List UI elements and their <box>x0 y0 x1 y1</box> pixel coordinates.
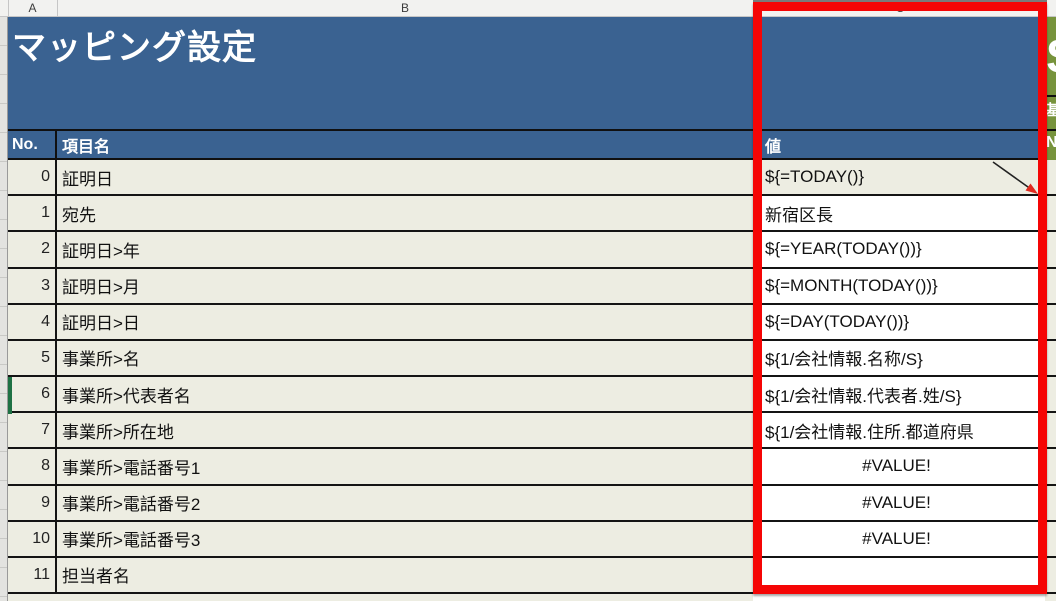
adjacent-cell[interactable] <box>1045 377 1056 414</box>
table-row: 9 事業所>電話番号2 #VALUE! <box>8 485 1040 522</box>
adjacent-table-rows <box>1045 160 1056 595</box>
partial-row <box>1045 594 1056 601</box>
adjacent-cell[interactable] <box>1045 232 1056 269</box>
cell-no[interactable]: 9 <box>8 485 57 520</box>
table-body: 0 証明日 ${=TODAY()} 1 宛先 新宿区長 2 証明日>年 ${=Y… <box>8 160 1040 595</box>
adjacent-cell[interactable] <box>1045 268 1056 305</box>
adjacent-cell[interactable] <box>1045 449 1056 486</box>
column-header-a[interactable]: A <box>28 1 37 15</box>
title-cell[interactable] <box>8 17 1040 131</box>
cell-no[interactable]: 11 <box>8 557 57 593</box>
divider <box>1045 95 1056 97</box>
cell-value-error[interactable]: #VALUE! <box>753 449 1040 484</box>
column-divider <box>57 0 58 17</box>
cell-item[interactable]: 証明日>日 <box>57 304 753 339</box>
header-cell-value[interactable]: 値 <box>765 138 782 156</box>
column-header-b[interactable]: B <box>400 1 409 15</box>
table-row: 4 証明日>日 ${=DAY(TODAY())} <box>8 304 1040 341</box>
page-title: マッピング設定 <box>12 29 257 67</box>
cell-item[interactable]: 証明日 <box>57 160 753 195</box>
cell-value-error[interactable]: #VALUE! <box>753 485 1040 520</box>
adjacent-cell[interactable] <box>1045 196 1056 233</box>
table-row: 10 事業所>電話番号3 #VALUE! <box>8 521 1040 558</box>
cell-no[interactable]: 3 <box>8 268 57 303</box>
header-cell-no[interactable]: No. <box>8 131 57 158</box>
adjacent-cell[interactable] <box>1045 557 1056 595</box>
diagonal-arrow-icon <box>992 161 1038 194</box>
cell-value[interactable]: ${1/会社情報.住所.都道府県 <box>753 413 1040 448</box>
table-row: 0 証明日 ${=TODAY()} <box>8 160 1040 197</box>
cell-value[interactable]: ${=MONTH(TODAY())} <box>753 268 1040 303</box>
row-header-gutter <box>0 17 8 601</box>
cell-value[interactable]: ${1/会社情報.名称/S} <box>753 340 1040 376</box>
adjacent-cell[interactable] <box>1045 485 1056 522</box>
cell-item[interactable]: 担当者名 <box>57 557 753 593</box>
selected-cell-indicator <box>8 377 12 414</box>
cell-item[interactable]: 宛先 <box>57 196 753 231</box>
table-row: 1 宛先 新宿区長 <box>8 196 1040 233</box>
column-header-strip: A B C <box>0 0 1056 17</box>
cell-no[interactable]: 10 <box>8 521 57 556</box>
adjacent-table-subheader-letter: 基 <box>1046 102 1056 119</box>
cell-item[interactable]: 事業所>名 <box>57 340 753 376</box>
cell-value[interactable]: ${=TODAY()} <box>753 160 1040 195</box>
cell-value[interactable]: ${=YEAR(TODAY())} <box>753 232 1040 267</box>
cell-no[interactable]: 6 <box>8 377 57 412</box>
cell-value-error[interactable]: #VALUE! <box>753 521 1040 556</box>
cell-value[interactable]: ${=DAY(TODAY())} <box>753 304 1040 339</box>
partial-row <box>753 594 1047 601</box>
cell-value[interactable] <box>753 557 1040 593</box>
cell-no[interactable]: 2 <box>8 232 57 267</box>
table-header-row: No. 項目名 値 <box>8 131 1040 160</box>
column-divider <box>8 0 9 17</box>
table-row-selected: 6 事業所>代表者名 ${1/会社情報.代表者.姓/S} <box>8 377 1040 414</box>
adjacent-cell[interactable] <box>1045 304 1056 341</box>
table-row: 3 証明日>月 ${=MONTH(TODAY())} <box>8 268 1040 305</box>
cell-item[interactable]: 事業所>電話番号2 <box>57 485 753 520</box>
table-row: 5 事業所>名 ${1/会社情報.名称/S} <box>8 340 1040 378</box>
adjacent-cell[interactable] <box>1045 521 1056 558</box>
cell-value[interactable]: 新宿区長 <box>753 196 1040 231</box>
adjacent-table-header[interactable]: S 基 N <box>1045 17 1056 160</box>
header-cell-item[interactable]: 項目名 <box>62 138 111 156</box>
divider <box>1045 129 1056 131</box>
cell-value[interactable]: ${1/会社情報.代表者.姓/S} <box>753 377 1040 412</box>
cell-item[interactable]: 証明日>年 <box>57 232 753 267</box>
cell-no[interactable]: 0 <box>8 160 57 195</box>
cell-item[interactable]: 事業所>代表者名 <box>57 377 753 412</box>
cell-no[interactable]: 5 <box>8 340 57 376</box>
table-row: 8 事業所>電話番号1 #VALUE! <box>8 449 1040 486</box>
table-row: 7 事業所>所在地 ${1/会社情報.住所.都道府県 <box>8 413 1040 450</box>
cell-item[interactable]: 証明日>月 <box>57 268 753 303</box>
highlight-shadow <box>753 0 1047 2</box>
column-header-c[interactable]: C <box>895 1 905 15</box>
cell-no[interactable]: 1 <box>8 196 57 231</box>
partial-row <box>8 594 753 601</box>
adjacent-cell[interactable] <box>1045 160 1056 197</box>
cell-item[interactable]: 事業所>電話番号1 <box>57 449 753 484</box>
table-row: 11 担当者名 <box>8 557 1040 595</box>
cell-no[interactable]: 8 <box>8 449 57 484</box>
adjacent-cell[interactable] <box>1045 340 1056 378</box>
cell-no[interactable]: 4 <box>8 304 57 339</box>
adjacent-table-title-letter: S <box>1046 33 1056 79</box>
cell-no[interactable]: 7 <box>8 413 57 448</box>
adjacent-cell[interactable] <box>1045 413 1056 450</box>
adjacent-table-header-letter: N <box>1046 134 1056 151</box>
cell-item[interactable]: 事業所>所在地 <box>57 413 753 448</box>
cell-item[interactable]: 事業所>電話番号3 <box>57 521 753 556</box>
table-row: 2 証明日>年 ${=YEAR(TODAY())} <box>8 232 1040 269</box>
